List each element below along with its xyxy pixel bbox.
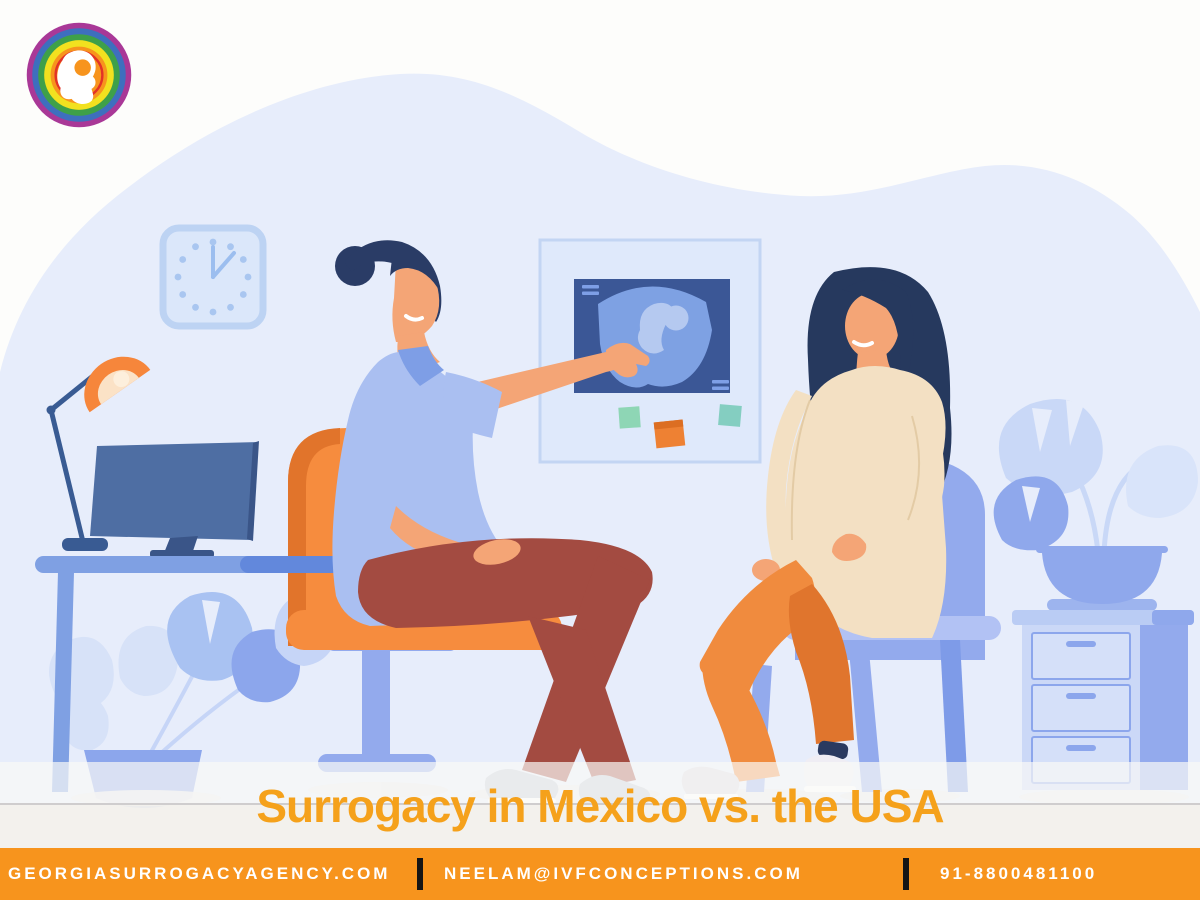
patient-sweater <box>785 366 947 638</box>
patient-arm-front <box>766 390 812 572</box>
fetus-shape <box>637 302 689 354</box>
footer-separator <box>417 858 423 890</box>
patient-leg-front <box>699 560 815 694</box>
doctor-face <box>392 260 440 342</box>
cabinet-plant <box>993 398 1198 553</box>
page-title: Surrogacy in Mexico vs. the USA <box>256 780 944 832</box>
chair-column <box>362 650 390 756</box>
desk-leg-left <box>52 572 74 792</box>
floor-line <box>0 803 1200 805</box>
patient-hand-belly <box>832 533 867 561</box>
clock-hour-dots <box>174 238 252 316</box>
drawer-handle <box>1066 693 1096 699</box>
cabinet-drawers <box>1031 632 1131 784</box>
desk-lamp <box>46 356 151 551</box>
footer-email: NEELAM@IVFCONCEPTIONS.COM <box>444 864 803 883</box>
clinic-illustration <box>0 73 1200 848</box>
bowl-rim <box>1036 546 1168 553</box>
cabinet-top <box>1012 610 1194 625</box>
wall-clock-icon <box>159 224 267 330</box>
sticky-note-teal <box>718 404 742 427</box>
patient-chair-leg <box>940 640 968 792</box>
plant-bowl <box>1042 553 1162 604</box>
footer-website: GEORGIASURROGACYAGENCY.COM <box>8 864 391 883</box>
patient-smile <box>852 340 874 348</box>
bottom-fade-band <box>0 762 1200 803</box>
patient-leg-back <box>788 584 854 744</box>
patient-arm-on-belly <box>842 398 945 561</box>
doctor-hand-on-knee <box>473 539 521 565</box>
bottom-strip <box>0 805 1200 848</box>
mother-baby-silhouette <box>57 50 96 104</box>
patient-chair-leg <box>848 640 882 792</box>
doctor-pants <box>358 538 653 628</box>
clock-hands <box>211 245 236 279</box>
drawer-handle <box>1066 641 1096 647</box>
doctor-figure <box>240 240 653 810</box>
lamp-shade <box>84 356 151 413</box>
footer-separator <box>903 858 909 890</box>
ultrasound-board <box>538 238 762 464</box>
drawer-handle <box>1066 745 1096 751</box>
patient-figure <box>681 267 1001 799</box>
sticky-note-orange <box>653 419 686 449</box>
doctor-hand <box>606 342 650 378</box>
doctor-smile <box>404 314 424 322</box>
footer-phone: 91-8800481100 <box>940 864 1098 883</box>
image-corner-marks <box>582 285 729 390</box>
agency-logo <box>24 20 134 130</box>
footer-contact-bar: GEORGIASURROGACYAGENCY.COM NEELAM@IVFCON… <box>0 848 1200 900</box>
sticky-note-green <box>618 406 641 429</box>
cabinet-step <box>1047 599 1157 611</box>
mother-baby-logo-icon <box>26 22 132 128</box>
monitor-screen <box>90 442 258 540</box>
shirt-collar <box>398 346 444 386</box>
